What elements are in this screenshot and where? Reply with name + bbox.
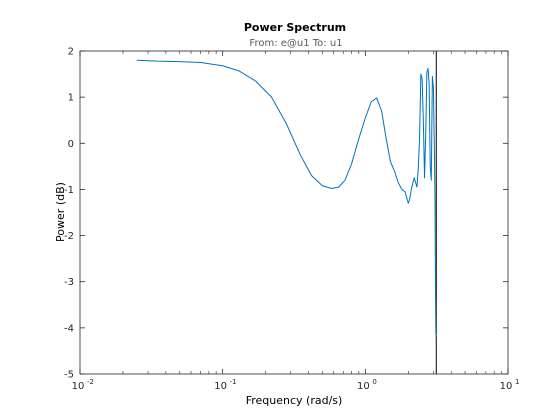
- y-tick-label: -5: [64, 370, 74, 381]
- x-tick-label: 10: [72, 381, 85, 392]
- chart-subtitle: From: e@u1 To: u1: [249, 38, 342, 49]
- series-line: [136, 59, 437, 338]
- y-tick-label: -2: [64, 231, 74, 242]
- x-tick-label-exponent: -2: [87, 378, 94, 386]
- x-tick-label-exponent: -1: [230, 378, 237, 386]
- y-tick-label: 1: [68, 93, 74, 104]
- y-tick-label: -3: [64, 277, 74, 288]
- plot-area: [80, 51, 508, 374]
- data-layer: [136, 51, 437, 374]
- x-axis-label: Frequency (rad/s): [246, 394, 343, 407]
- chart-title: Power Spectrum: [244, 21, 346, 34]
- x-tick-label: 10: [500, 381, 513, 392]
- y-tick-label: 2: [68, 47, 74, 58]
- y-tick-label: -1: [64, 185, 74, 196]
- y-axis-label: Power (dB): [54, 182, 67, 242]
- x-tick-label-exponent: 0: [372, 378, 376, 386]
- plot-frame: [79, 50, 509, 375]
- x-tick-label-exponent: 1: [515, 378, 519, 386]
- x-tick-label: 10: [214, 381, 227, 392]
- x-tick-label: 10: [357, 381, 370, 392]
- y-tick-label: -4: [64, 323, 74, 334]
- y-tick-label: 0: [68, 139, 74, 150]
